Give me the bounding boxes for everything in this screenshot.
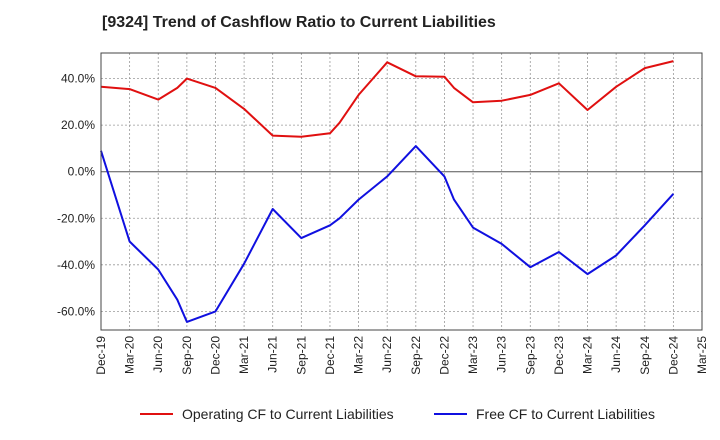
x-tick-label: Mar-20 [123,336,137,374]
x-tick-label: Mar-22 [352,336,366,374]
y-tick-label: 0.0% [68,165,96,179]
y-tick-label: -40.0% [57,258,95,272]
x-tick-label: Dec-21 [323,336,337,375]
x-tick-label: Sep-21 [294,336,308,375]
x-tick-label: Sep-23 [523,336,537,375]
x-tick-label: Mar-24 [581,336,595,374]
legend: Operating CF to Current Liabilities Free … [140,406,655,422]
y-tick-label: 40.0% [61,72,95,86]
x-tick-label: Jun-20 [151,336,165,373]
x-tick-label: Jun-24 [609,336,623,373]
operating-cf-series-line [100,60,674,138]
legend-label: Free CF to Current Liabilities [476,406,655,422]
x-tick-label: Sep-22 [409,336,423,375]
x-tick-label: Mar-23 [466,336,480,374]
x-tick-label: Dec-20 [208,336,222,375]
x-tick-label: Jun-21 [266,336,280,373]
y-tick-label: 20.0% [61,118,95,132]
chart-title: [9324] Trend of Cashflow Ratio to Curren… [102,14,496,31]
plot-frame [100,52,703,331]
x-tick-label: Dec-19 [94,336,108,375]
x-tick-label: Jun-22 [380,336,394,373]
y-axis: 40.0% 20.0% 0.0% -20.0% -40.0% -60.0% [57,72,95,319]
x-tick-label: Sep-20 [180,336,194,375]
legend-label: Operating CF to Current Liabilities [182,406,394,422]
grid [100,53,703,330]
x-tick-label: Dec-24 [666,336,680,375]
x-tick-label: Dec-22 [437,336,451,375]
x-tick-label: Jun-23 [495,336,509,373]
x-axis: Dec-19 Mar-20 Jun-20 Sep-20 Dec-20 Mar-21 Jun-… [94,336,709,375]
x-tick-label: Mar-21 [237,336,251,374]
series-layer [100,60,675,323]
x-tick-label: Dec-23 [552,336,566,375]
y-tick-label: -20.0% [57,211,95,225]
y-tick-label: -60.0% [57,304,95,318]
x-tick-label: Mar-25 [695,336,709,374]
free-cf-series-line [100,145,675,323]
x-tick-label: Sep-24 [638,336,652,375]
